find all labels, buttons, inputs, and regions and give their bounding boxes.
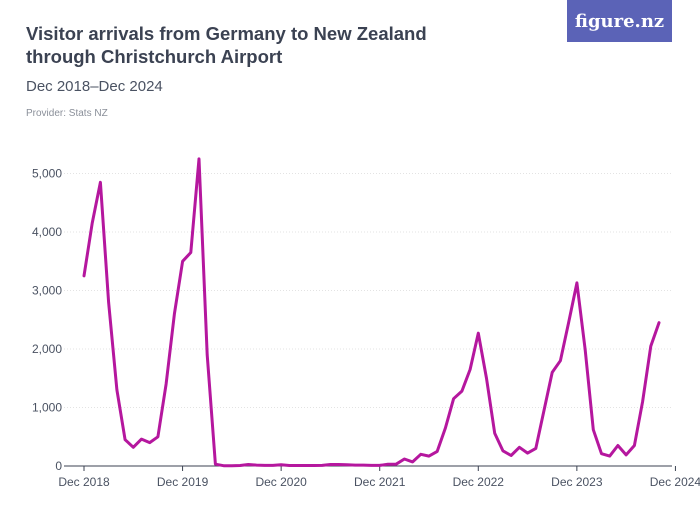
x-tick-label: Dec 2019: [157, 475, 209, 489]
y-tick-label: 3,000: [32, 284, 62, 298]
x-axis: Dec 2018 Dec 2019 Dec 2020 Dec 2021 Dec 2022…: [58, 465, 700, 489]
gridlines: [64, 173, 672, 408]
series-layer: [82, 157, 661, 468]
y-tick-label: 0: [55, 459, 62, 473]
y-tick-label: 5,000: [32, 167, 62, 181]
x-tick-label: Dec 2023: [551, 475, 603, 489]
x-tick-label: Dec 2024: [650, 475, 700, 489]
x-tick-label: Dec 2020: [255, 475, 307, 489]
x-tick-label: Dec 2021: [354, 475, 406, 489]
y-tick-label: 2,000: [32, 342, 62, 356]
provider-note: Provider: Stats NZ: [26, 108, 108, 119]
y-tick-label: 1,000: [32, 401, 62, 415]
x-tick-label: Dec 2018: [58, 475, 110, 489]
logo-text: figure.nz: [574, 10, 665, 32]
y-tick-label: 4,000: [32, 225, 62, 239]
chart-title: Visitor arrivals from Germany to New Zea…: [26, 23, 427, 67]
figure-nz-logo[interactable]: figure.nz: [567, 0, 672, 42]
chart-subtitle: Dec 2018–Dec 2024: [26, 78, 163, 95]
x-tick-label: Dec 2022: [453, 475, 505, 489]
y-axis-labels: 0 1,000 2,000 3,000 4,000 5,000: [32, 167, 62, 474]
series-line: [82, 157, 661, 468]
